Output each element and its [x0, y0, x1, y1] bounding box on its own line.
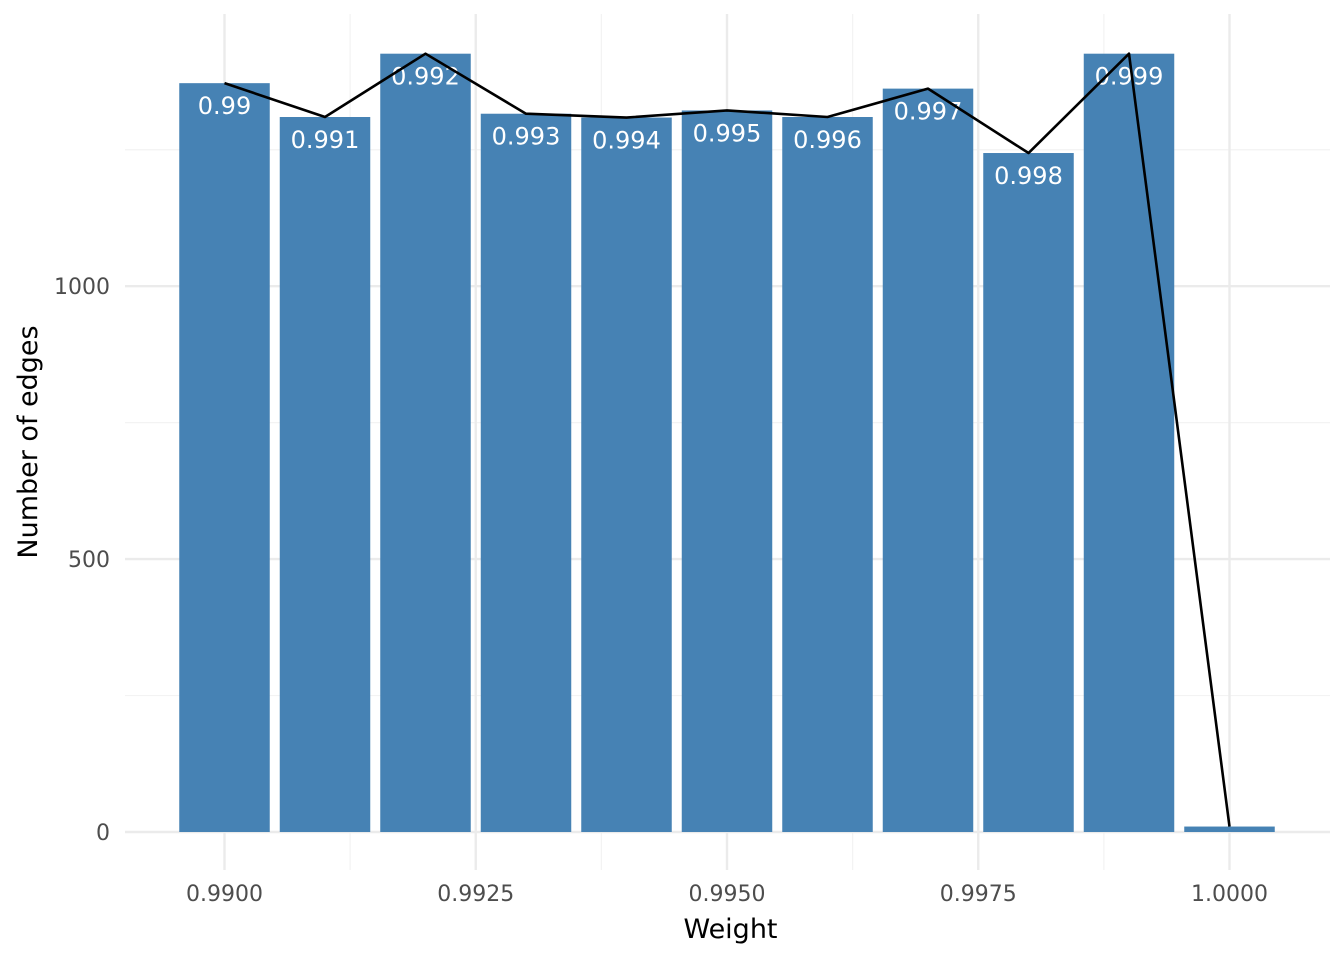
bar-value-label: 0.994: [592, 127, 661, 155]
bar-value-label: 0.993: [492, 123, 561, 151]
y-tick-label: 0: [96, 821, 110, 846]
bar-value-label: 0.991: [291, 126, 360, 154]
bar: [983, 153, 1074, 833]
bar: [1184, 826, 1275, 832]
bar: [681, 110, 773, 833]
bar-value-label: 0.998: [994, 162, 1063, 190]
bar: [1083, 53, 1175, 832]
bar: [279, 117, 371, 832]
x-axis-title: Weight: [683, 914, 777, 945]
bars: [179, 53, 1275, 833]
bar: [480, 113, 572, 833]
y-tick-label: 500: [68, 548, 110, 573]
series-line: [224, 52, 1231, 827]
bar: [882, 88, 974, 832]
bar-value-label: 0.995: [693, 119, 762, 147]
x-tick-label: 1.0000: [1191, 882, 1268, 907]
x-axis-ticks: 0.9900 0.9925 0.9950 0.9975 1.0000: [186, 882, 1268, 907]
line-overlay: [224, 52, 1231, 827]
bar: [782, 117, 873, 832]
x-tick-label: 0.9975: [940, 882, 1017, 907]
bar: [380, 53, 471, 832]
x-tick-label: 0.9950: [689, 882, 766, 907]
x-tick-label: 0.9925: [437, 882, 514, 907]
bar-value-label: 0.996: [793, 126, 862, 154]
bar: [581, 117, 672, 833]
y-tick-label: 1000: [54, 275, 110, 300]
y-axis-title: Number of edges: [13, 325, 44, 558]
bar: [179, 83, 270, 832]
x-tick-label: 0.9900: [186, 882, 263, 907]
bar-value-label: 0.997: [894, 98, 963, 126]
bar-value-label: 0.99: [198, 92, 251, 120]
y-axis-ticks: 0 500 1000: [54, 275, 110, 846]
